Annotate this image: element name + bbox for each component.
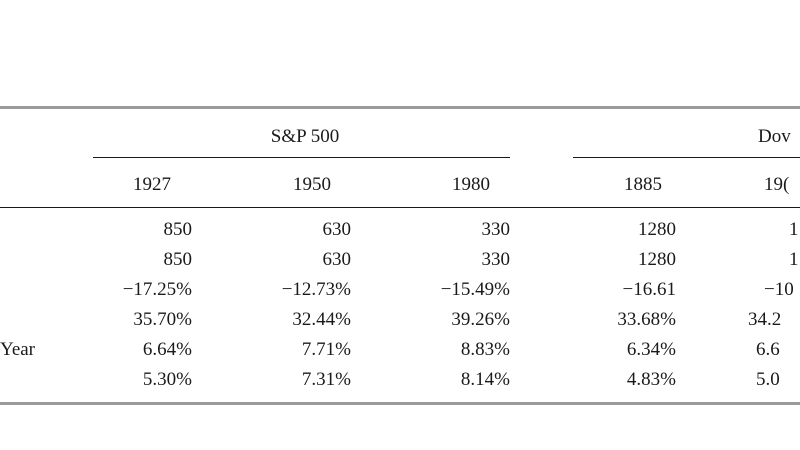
year-header-1885: 1885 — [624, 174, 662, 195]
cell: 1 — [789, 219, 799, 240]
cell: 7.31% — [301, 369, 351, 390]
cell: 33.68% — [617, 309, 676, 330]
cell: −16.61 — [622, 279, 676, 300]
cell: 32.44% — [292, 309, 351, 330]
cell: 630 — [322, 219, 352, 240]
header-separator — [0, 207, 800, 208]
cell: 34.2 — [748, 309, 782, 330]
group-header-sp500: S&P 500 — [270, 126, 340, 147]
cell: −17.25% — [122, 279, 192, 300]
table-bottom-rule — [0, 402, 800, 405]
cell: 1280 — [638, 249, 676, 270]
cell: 6.6 — [756, 339, 780, 360]
group-underline-sp500 — [93, 157, 510, 158]
cell: −15.49% — [440, 279, 510, 300]
year-header-1927: 1927 — [133, 174, 171, 195]
cell: 39.26% — [451, 309, 510, 330]
cell: 5.30% — [142, 369, 192, 390]
group-header-dow: Dov — [758, 126, 791, 147]
table-top-rule — [0, 106, 800, 109]
cell: 8.83% — [460, 339, 510, 360]
cell: 8.14% — [460, 369, 510, 390]
cell: 330 — [481, 249, 511, 270]
year-header-1950: 1950 — [293, 174, 331, 195]
cell: 330 — [481, 219, 511, 240]
cell: 1280 — [638, 219, 676, 240]
cell: 1 — [789, 249, 799, 270]
cell: 6.64% — [142, 339, 192, 360]
year-header-dow-2: 19( — [764, 174, 790, 195]
cell: 850 — [163, 219, 193, 240]
cell: 7.71% — [301, 339, 351, 360]
cell: 630 — [322, 249, 352, 270]
year-header-1980: 1980 — [452, 174, 490, 195]
cell: 5.0 — [756, 369, 780, 390]
row-label-5: Year — [0, 339, 36, 360]
cell: −12.73% — [281, 279, 351, 300]
cell: −10 — [764, 279, 794, 300]
cell: 4.83% — [626, 369, 676, 390]
cell: 35.70% — [133, 309, 192, 330]
group-underline-dow — [573, 157, 800, 158]
cell: 850 — [163, 249, 193, 270]
cell: 6.34% — [626, 339, 676, 360]
